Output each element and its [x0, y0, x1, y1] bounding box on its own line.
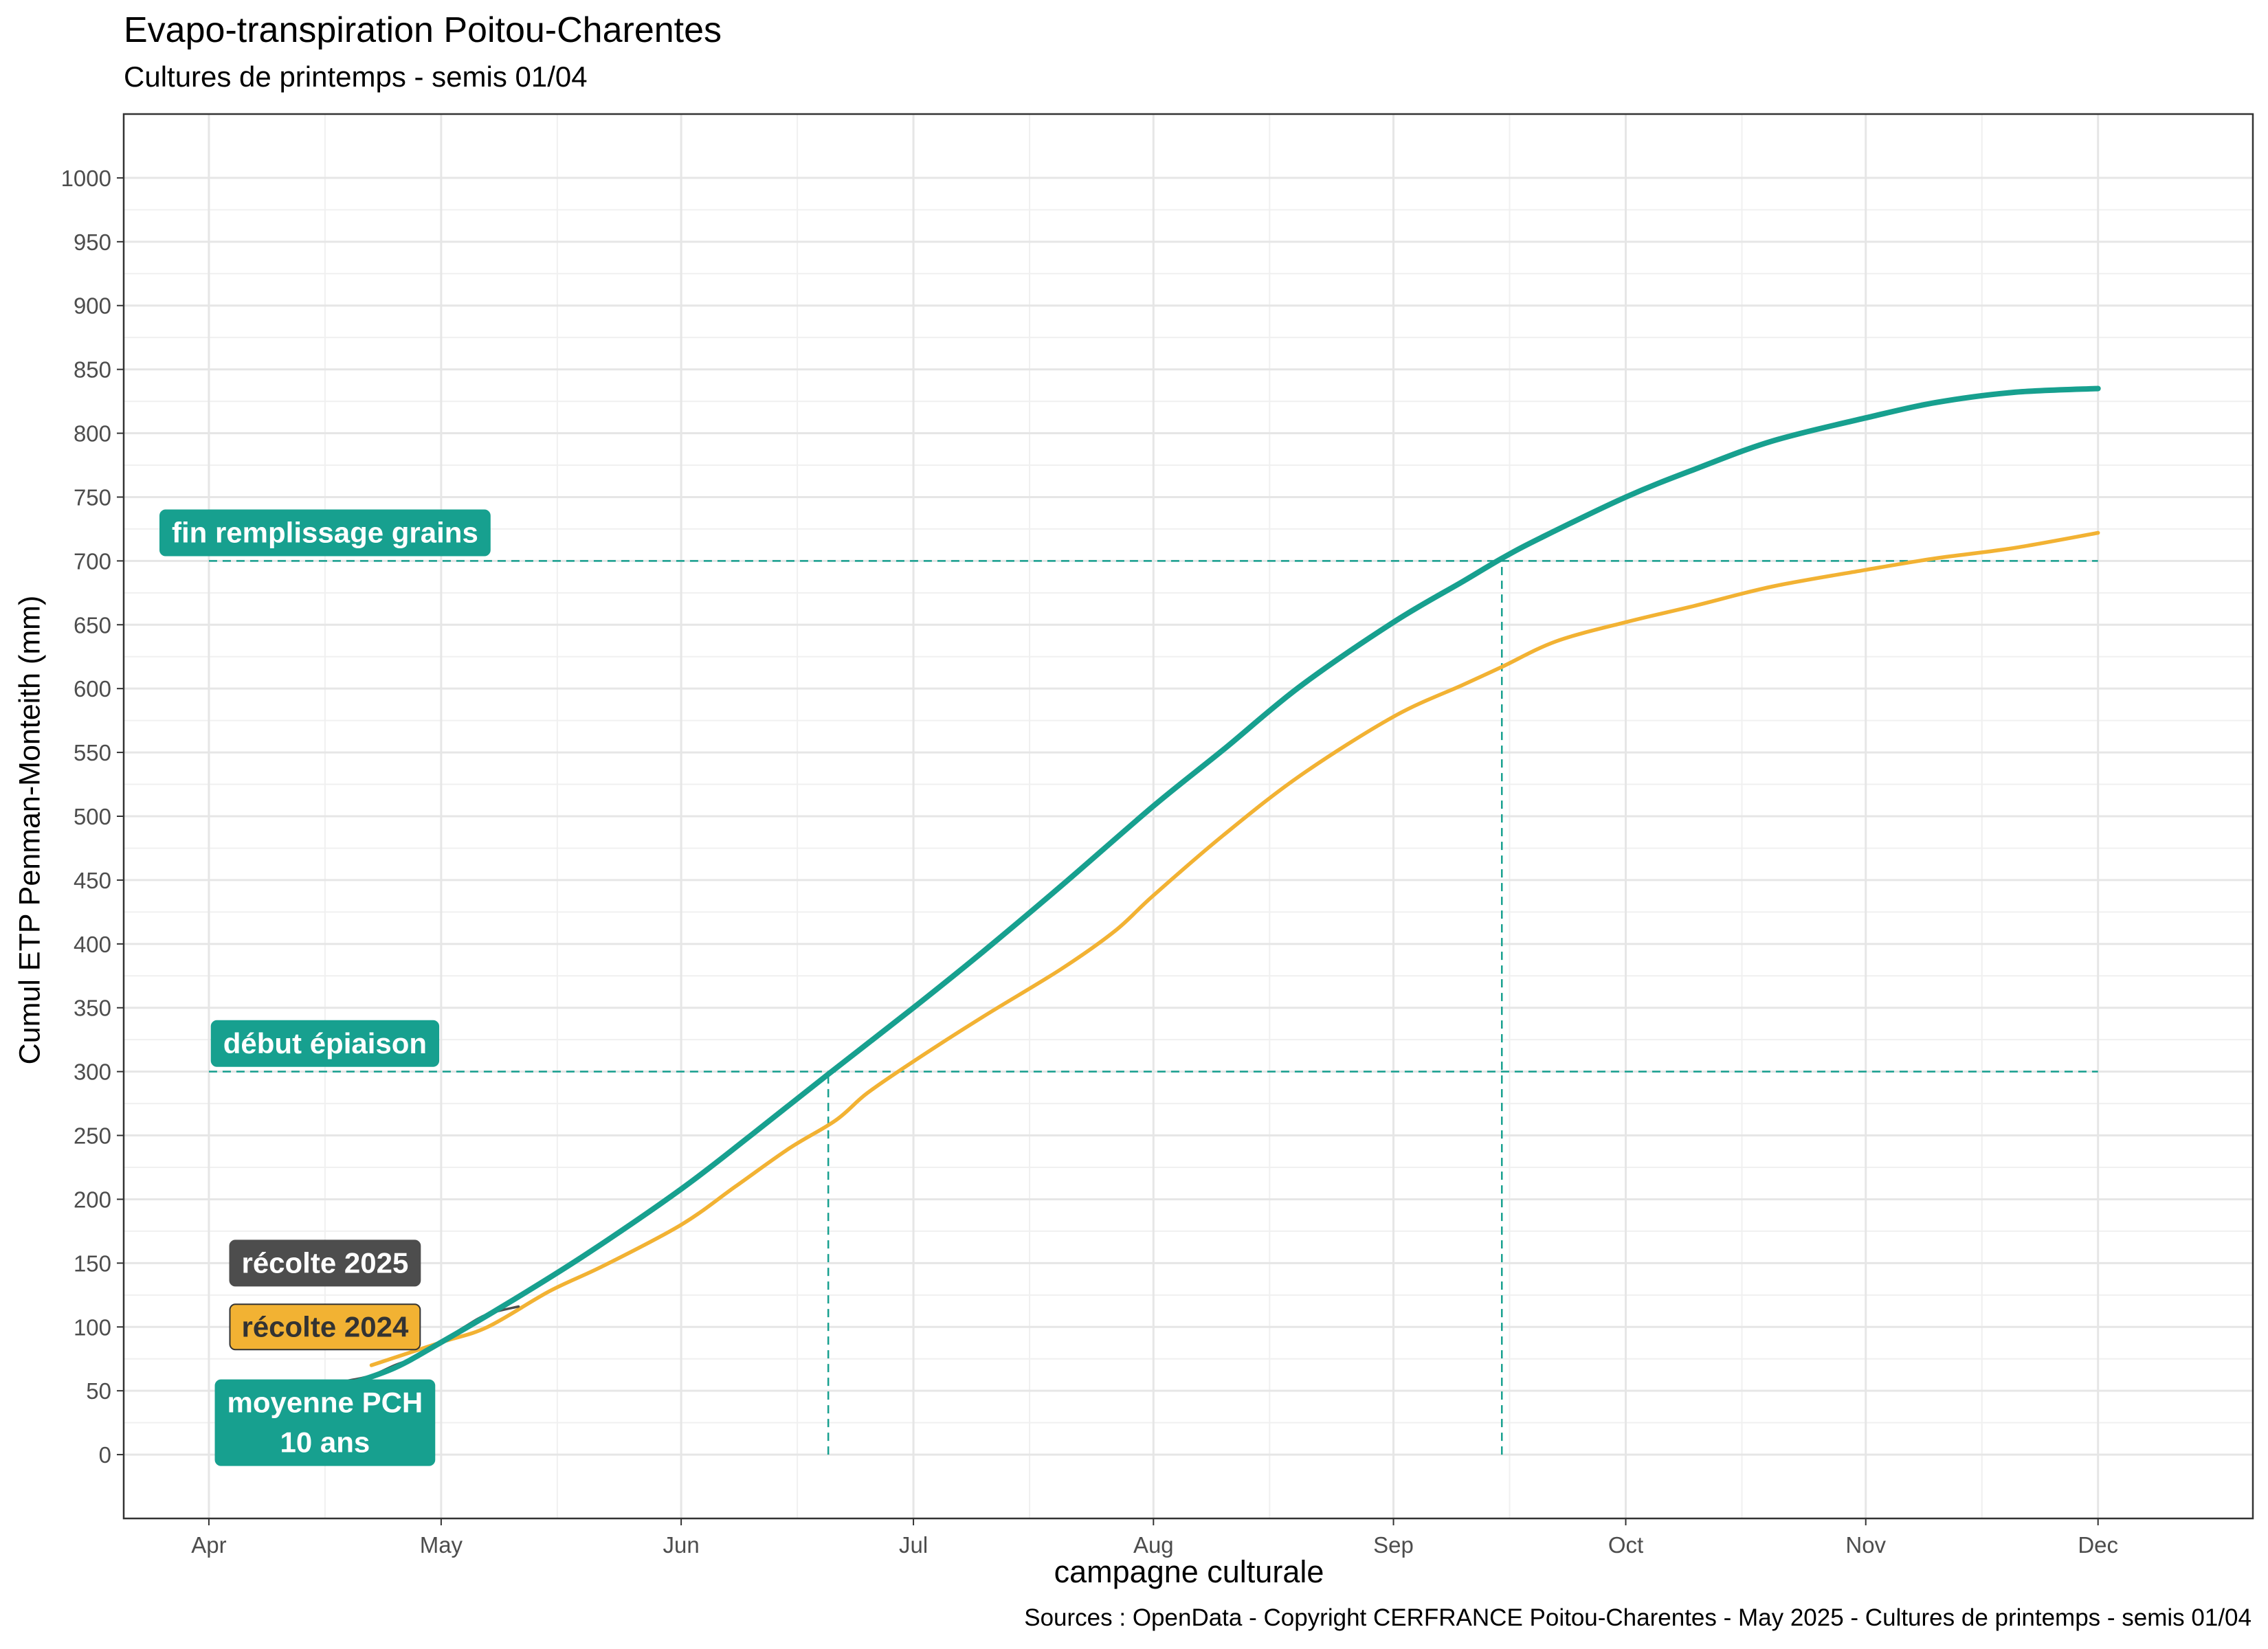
x-tick-label: Jun	[663, 1532, 700, 1558]
x-tick-label: Oct	[1608, 1532, 1643, 1558]
chart-subtitle: Cultures de printemps - semis 01/04	[124, 60, 588, 93]
label-background	[229, 1303, 421, 1351]
y-tick-label: 300	[74, 1059, 111, 1085]
label-text-line: récolte 2024	[241, 1310, 408, 1343]
y-tick-label: 350	[74, 996, 111, 1021]
y-tick-label: 500	[74, 804, 111, 829]
label-box-debut-epiaison: début épiaison	[210, 1020, 440, 1067]
x-tick-label: May	[420, 1532, 463, 1558]
y-tick-label: 450	[74, 868, 111, 893]
label-text-line: moyenne PCH	[227, 1387, 423, 1419]
y-tick-label: 600	[74, 676, 111, 702]
y-tick-label: 850	[74, 357, 111, 383]
label-text-line: récolte 2025	[241, 1246, 408, 1279]
y-tick-label: 800	[74, 421, 111, 447]
y-tick-label: 650	[74, 612, 111, 638]
label-text-line: fin remplissage grains	[172, 516, 478, 548]
chart-title: Evapo-transpiration Poitou-Charentes	[124, 10, 722, 50]
y-tick-label: 900	[74, 293, 111, 319]
label-text: fin remplissage grains	[172, 516, 478, 548]
plot-border	[122, 113, 2254, 1520]
label-box-moyenne-pch-10-ans: moyenne PCH 10 ans	[214, 1379, 436, 1466]
label-text: récolte 2024	[241, 1310, 408, 1343]
series-line-recolte-2024	[369, 530, 2100, 1367]
label-box-recolte-2025: récolte 2025	[229, 1239, 421, 1287]
y-tick-label: 150	[74, 1250, 111, 1276]
y-tick-label: 100	[74, 1314, 111, 1340]
x-tick-label: Apr	[191, 1532, 226, 1558]
labels-layer: fin remplissage grains début épiaison réco…	[159, 509, 491, 1466]
label-text: début épiaison	[223, 1027, 427, 1059]
chart-caption: Sources : OpenData - Copyright CERFRANCE…	[1024, 1604, 2252, 1631]
y-tick-label: 550	[74, 740, 111, 765]
label-text-line: début épiaison	[223, 1027, 427, 1059]
axis-layer: 0 50 100 150 200 250 300 350 400 450 500 550 600 650 7…	[61, 113, 2254, 1558]
label-text: récolte 2025	[241, 1246, 408, 1279]
label-text-line: 10 ans	[280, 1426, 370, 1459]
y-tick-label: 50	[86, 1378, 111, 1404]
y-tick-label: 750	[74, 484, 111, 510]
label-background	[214, 1379, 436, 1466]
y-tick-label: 250	[74, 1123, 111, 1149]
label-background	[229, 1239, 421, 1287]
grid-layer	[124, 114, 2253, 1518]
x-tick-label: Jul	[899, 1532, 928, 1558]
series-line-moyenne-pch-10-ans	[345, 385, 2101, 1387]
x-axis-label: campagne culturale	[1054, 1554, 1324, 1589]
x-tick-label: Nov	[1845, 1532, 1886, 1558]
label-text: moyenne PCH 10 ans	[227, 1387, 423, 1459]
x-tick-label: Dec	[2078, 1532, 2118, 1558]
y-tick-label: 950	[74, 229, 111, 255]
label-box-recolte-2024: récolte 2024	[229, 1303, 421, 1351]
y-tick-label: 1000	[61, 166, 111, 191]
label-background	[210, 1020, 440, 1067]
reference-lines-layer	[208, 560, 2098, 1455]
x-tick-label: Aug	[1133, 1532, 1174, 1558]
y-tick-label: 400	[74, 932, 111, 957]
y-tick-label: 200	[74, 1187, 111, 1212]
label-box-fin-remplissage-grains: fin remplissage grains	[159, 509, 491, 557]
y-tick-label: 700	[74, 548, 111, 574]
y-tick-label: 0	[99, 1442, 111, 1468]
series-layer	[345, 385, 2101, 1387]
label-background	[159, 509, 491, 557]
x-tick-label: Sep	[1373, 1532, 1414, 1558]
